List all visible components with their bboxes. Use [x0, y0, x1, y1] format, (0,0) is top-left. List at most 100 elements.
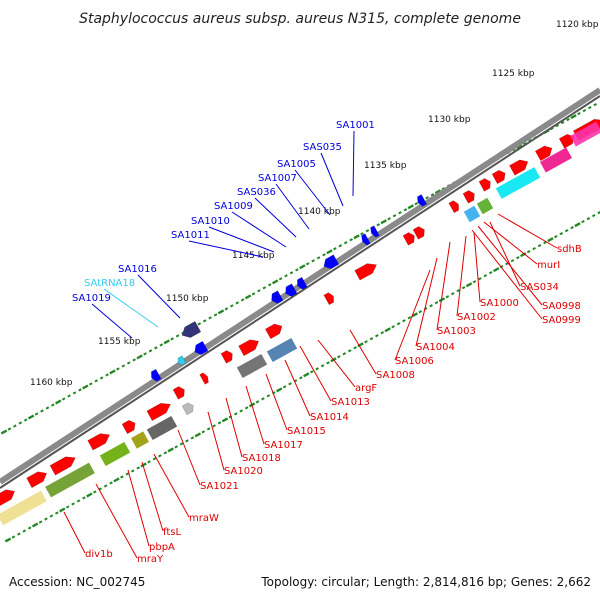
outer-gene-label: SA1010: [191, 216, 230, 227]
outer-tick-mark: [18, 421, 23, 425]
inner-label-leader: [317, 339, 356, 388]
inner-gene-label: sdhB: [557, 244, 582, 255]
inner-label-leader: [415, 257, 438, 347]
inner-tick-mark: [217, 421, 222, 425]
inner-tick-mark: [17, 532, 21, 536]
kbp-label: 1135 kbp: [364, 161, 407, 171]
outer-gene-label: SA1005: [277, 159, 316, 170]
outer-tick-mark: [202, 319, 207, 323]
outer-tick-mark: [305, 262, 310, 266]
inner-label-leader: [299, 345, 332, 402]
outer-tick-mark: [105, 373, 109, 377]
outer-tick-mark: [376, 223, 381, 227]
outer-gene-label: SA1007: [258, 173, 297, 184]
inner-label-leader: [177, 429, 201, 486]
outer-gene-label: SA1019: [72, 293, 111, 304]
inner-tick-mark: [510, 259, 515, 263]
inner-tick-mark: [499, 265, 504, 269]
outer-tick-mark: [72, 391, 77, 395]
inner-tick-mark: [554, 235, 558, 239]
inner-tick-mark: [44, 517, 48, 521]
inner-tick-mark: [303, 372, 310, 378]
outer-tick-mark: [143, 352, 147, 356]
outer-tick-mark: [434, 189, 442, 195]
inner-tick-mark: [597, 211, 600, 215]
outer-tick-mark: [398, 211, 402, 215]
reverse-gene-arrow: [150, 368, 162, 382]
inner-tick-mark: [456, 289, 460, 293]
kbp-label: 1160 kbp: [30, 378, 73, 388]
outer-tick-mark: [343, 241, 348, 245]
inner-tick-mark: [266, 394, 271, 398]
forward-gene-arrow: [354, 263, 378, 281]
inner-tick-mark: [65, 505, 70, 509]
inner-tick-mark: [152, 457, 157, 461]
outer-tick-mark: [88, 382, 93, 386]
outer-tick-mark: [295, 268, 299, 272]
inner-gene-label: SA1014: [310, 412, 349, 423]
cog-color-block: [570, 121, 600, 147]
inner-tick-mark: [532, 247, 536, 251]
inner-label-leader: [394, 269, 431, 361]
inner-gene-label: SA1006: [395, 356, 434, 367]
outer-tick-mark: [353, 234, 360, 240]
kbp-label: 1120 kbp: [556, 20, 599, 30]
outer-tick-mark: [230, 304, 234, 308]
inner-tick-mark: [342, 352, 347, 356]
inner-tick-mark: [120, 475, 124, 479]
inner-tick-mark: [125, 472, 130, 476]
forward-gene-arrow: [462, 190, 475, 204]
inner-tick-mark: [445, 295, 450, 299]
cog-color-block: [540, 147, 572, 173]
reverse-gene-arrow: [370, 225, 380, 238]
outer-tick-mark: [82, 384, 89, 390]
inner-tick-mark: [380, 331, 385, 335]
forward-gene-arrow: [264, 323, 283, 340]
inner-gene-label: div1b: [85, 549, 113, 560]
forward-gene-arrow: [220, 350, 233, 364]
forward-gene-arrow: [448, 200, 460, 214]
inner-tick-mark: [384, 327, 391, 333]
inner-tick-mark: [461, 286, 466, 290]
outer-tick-mark: [278, 277, 283, 281]
kbp-label: 1140 kbp: [298, 207, 341, 217]
outer-tick-mark: [163, 339, 170, 345]
reverse-gene-arrow: [323, 254, 340, 270]
outer-tick-mark: [566, 118, 570, 122]
inner-tick-mark: [407, 316, 412, 320]
inner-tick-mark: [4, 537, 12, 543]
outer-tick-mark: [235, 301, 240, 305]
outer-tick-mark: [284, 274, 288, 278]
inner-label-leader: [127, 469, 150, 547]
forward-gene-arrow: [181, 402, 194, 416]
inner-tick-mark: [22, 529, 27, 533]
forward-gene-arrow: [238, 339, 260, 357]
outer-label-leader: [103, 288, 159, 328]
inner-tick-mark: [185, 439, 189, 443]
inner-gene-label: SA1013: [331, 397, 370, 408]
inner-tick-mark: [194, 432, 202, 438]
inner-label-leader: [471, 229, 543, 320]
inner-gene-label: SA1002: [457, 312, 496, 323]
outer-label-leader: [188, 240, 264, 258]
outer-tick-mark: [136, 354, 143, 360]
outer-gene-label: SAtRNA18: [84, 278, 135, 289]
inner-label-leader: [284, 359, 311, 417]
inner-gene-label: mraW: [189, 513, 219, 524]
outer-tick-mark: [27, 414, 35, 420]
inner-gene-label: SA1018: [242, 453, 281, 464]
forward-gene-arrow: [478, 178, 491, 192]
forward-gene-arrow: [87, 433, 111, 451]
outer-tick-mark: [271, 279, 279, 285]
outer-tick-mark: [560, 121, 565, 125]
inner-tick-mark: [59, 507, 66, 513]
inner-tick-mark: [212, 424, 216, 428]
inner-gene-label: SAS034: [520, 282, 559, 293]
inner-tick-mark: [492, 267, 500, 273]
outer-tick-mark: [392, 214, 397, 218]
inner-tick-mark: [49, 514, 54, 518]
inner-label-leader: [436, 241, 451, 331]
outer-tick-mark: [365, 229, 370, 233]
outer-tick-mark: [267, 283, 272, 287]
inner-gene-label: SA1004: [416, 342, 455, 353]
